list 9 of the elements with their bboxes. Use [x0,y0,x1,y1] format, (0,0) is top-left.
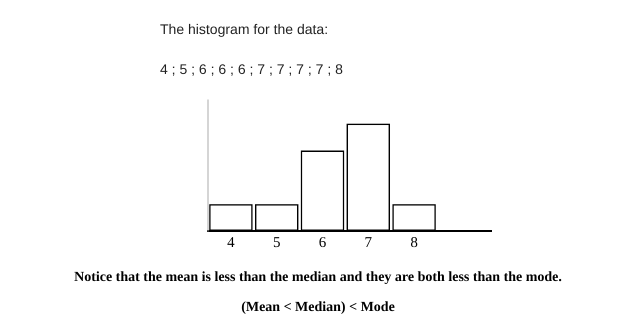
x-tick-label: 8 [410,234,418,251]
x-tick-label: 5 [272,234,280,251]
x-tick-label: 6 [318,234,327,251]
text: Notice that the mean is less than the median and they are both less than the mode. [73,270,563,286]
chart-subtitle: 4 ; 5 ; 6 ; 6 ; 6 ; 7 ; 7 ; 7 ; 7 ; 8 [160,61,343,77]
text: (Mean < Median) < Mode [240,300,396,316]
x-tick-label: 4 [227,234,236,251]
x-tick-label: 7 [364,234,373,251]
chart-title: The histogram for the data: [160,21,328,37]
